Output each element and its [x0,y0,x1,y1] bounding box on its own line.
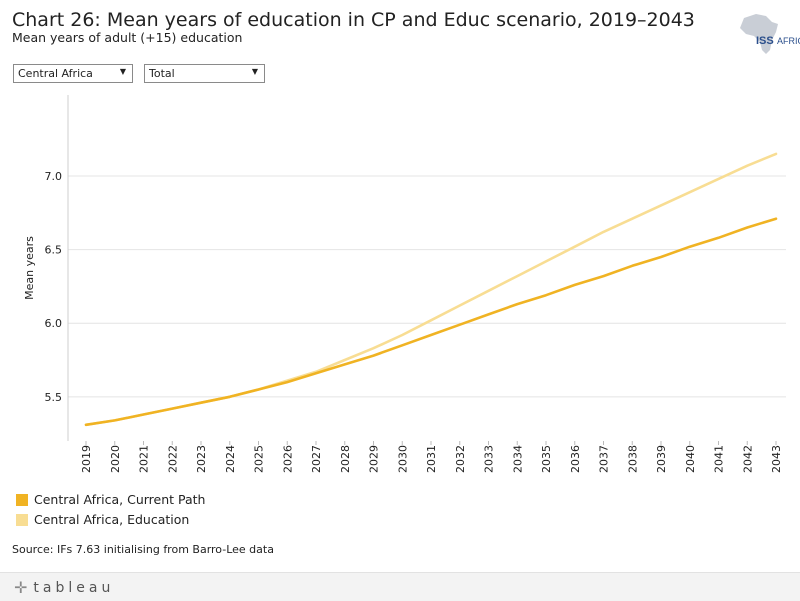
legend-label: Central Africa, Education [34,512,190,527]
line-chart: 5.5 6.0 6.5 7.0 2019 2020 2021 2022 2023 2024 202… [23,95,786,473]
x-tick-label: 2030 [396,445,409,473]
series-lines [84,152,778,427]
x-tick-label: 2042 [741,445,754,473]
x-tick-label: 2035 [540,445,553,473]
chevron-down-icon: ▼ [251,67,258,76]
tableau-footer: ✛ tableau [0,572,800,601]
gridlines [68,175,786,398]
x-tick-label: 2027 [310,445,323,473]
chart-subtitle: Mean years of adult (+15) education [12,30,243,45]
y-tick-label: 6.0 [45,317,63,330]
x-tick-label: 2023 [195,445,208,473]
x-tick-label: 2038 [626,445,639,473]
legend-item-education[interactable]: Central Africa, Education [16,512,189,527]
x-tick-label: 2025 [253,445,266,473]
tableau-plus-icon: ✛ [14,578,28,597]
x-tick-label: 2031 [425,445,438,473]
x-tick-label: 2021 [138,445,151,473]
x-tick-label: 2037 [598,445,611,473]
x-tick-label: 2036 [569,445,582,473]
tableau-logo[interactable]: ✛ tableau [14,578,114,597]
x-tick-label: 2040 [684,445,697,473]
x-tick-label: 2020 [109,445,122,473]
group-filter-value: Total [149,67,175,80]
x-tick-label: 2043 [770,445,783,473]
series-line-education[interactable] [84,152,778,427]
chart-title: Chart 26: Mean years of education in CP … [12,9,695,31]
x-tick-label: 2026 [281,445,294,473]
legend-label: Central Africa, Current Path [34,492,206,507]
y-tick-label: 5.5 [45,391,63,404]
africa-map-icon [740,14,778,54]
chevron-down-icon: ▼ [119,67,126,76]
series-line-current-path[interactable] [84,217,778,427]
svg-text:AFRICA: AFRICA [777,36,800,46]
x-tick-label: 2024 [224,445,237,473]
x-tick-label: 2028 [339,445,352,473]
region-filter-dropdown[interactable]: Central Africa ▼ [13,64,133,83]
x-axis-ticks: 2019 2020 2021 2022 2023 2024 2025 2026 2027 2028… [80,441,783,473]
source-note: Source: IFs 7.63 initialising from Barro… [12,543,274,556]
y-tick-label: 7.0 [45,170,63,183]
x-tick-label: 2039 [655,445,668,473]
legend-swatch [16,513,28,526]
x-tick-label: 2033 [483,445,496,473]
iss-africa-logo: ISS AFRICA [740,14,800,54]
x-tick-label: 2041 [713,445,726,473]
x-tick-label: 2032 [454,445,467,473]
svg-text:ISS: ISS [756,35,774,47]
region-filter-value: Central Africa [18,67,93,80]
x-tick-label: 2022 [166,445,179,473]
y-tick-label: 6.5 [45,244,63,257]
y-axis-label: Mean years [23,236,36,300]
tableau-brand-text: tableau [33,579,115,596]
x-tick-label: 2029 [368,445,381,473]
group-filter-dropdown[interactable]: Total ▼ [144,64,265,83]
legend-swatch [16,493,28,506]
legend-item-current-path[interactable]: Central Africa, Current Path [16,492,205,507]
y-axis-ticks: 5.5 6.0 6.5 7.0 [45,170,63,404]
x-tick-label: 2019 [80,445,93,473]
x-tick-label: 2034 [511,445,524,473]
